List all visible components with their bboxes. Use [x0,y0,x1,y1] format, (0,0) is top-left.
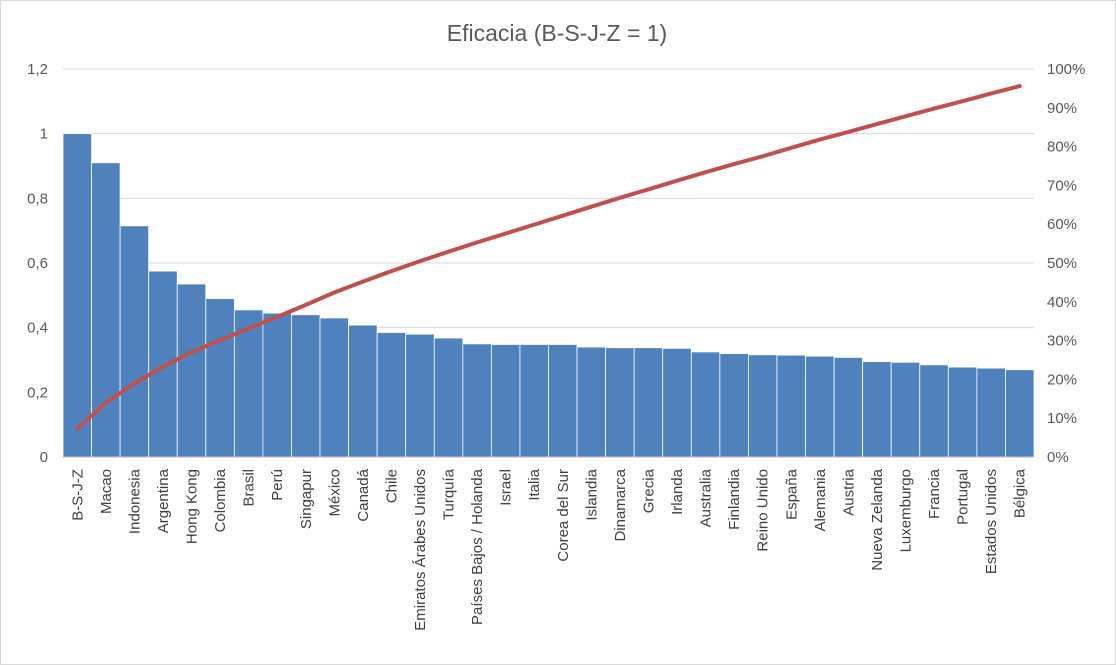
category-label: Macao [98,469,115,514]
right-tick-label: 0% [1047,449,1069,466]
bar-Chile [376,332,407,458]
category-label: Israel [498,469,515,506]
bar-Reino Unido [748,354,778,458]
bar-Italia [519,344,549,458]
bar-Corea del Sur [548,344,578,458]
category-label: Italia [526,468,543,500]
left-axis-ticks: 0 0,2 0,4 0,6 0,8 1 1,2 [27,61,48,466]
bar-Nueva Zelanda [862,361,892,458]
category-label: Emiratos Árabes Unidos [412,469,429,631]
right-tick-label: 80% [1047,139,1077,156]
bar-series [62,133,1035,458]
bar-Indonesia [119,225,150,458]
category-label: Islandia [583,468,600,520]
category-label: Bélgica [1012,468,1029,518]
bar-Países Bajos / Holanda [462,343,492,458]
left-tick-label: 0,8 [27,190,48,207]
category-label: Singapur [298,469,315,529]
bar-Dinamarca [605,347,635,458]
category-label: Estados Unidos [983,469,1000,574]
right-tick-label: 40% [1047,294,1077,311]
right-tick-label: 30% [1047,333,1077,350]
category-label: Canadá [355,468,372,521]
category-axis-labels: B-S-J-Z Macao Indonesia Argentina Hong Kong C… [69,468,1028,630]
category-label: Chile [383,469,400,503]
category-label: Dinamarca [612,468,629,541]
right-tick-label: 60% [1047,216,1077,233]
bar-Emiratos Árabes Unidos [405,333,435,458]
category-label: Brasil [241,469,258,507]
left-tick-label: 1 [40,126,48,143]
category-label: Argentina [155,468,172,533]
bar-Islandia [576,346,607,458]
bar-Israel [490,344,521,458]
bar-Irlanda [662,347,692,458]
cumulative-line [75,84,1022,431]
right-axis-ticks: 0% 10% 20% 30% 40% 50% 60% 70% 80% 90% 100% [1047,61,1085,466]
category-label: Grecia [641,468,658,513]
bar-Australia [690,351,721,458]
bar-B-S-J-Z [62,133,92,458]
bar-Canadá [348,324,378,458]
left-tick-label: 0,4 [27,320,48,337]
category-label: B-S-J-Z [69,469,86,521]
right-tick-label: 20% [1047,371,1077,388]
right-tick-label: 50% [1047,255,1077,272]
category-label: Corea del Sur [555,469,572,562]
category-label: Luxemburgo [898,469,915,552]
category-label: Reino Unido [755,469,772,552]
category-label: España [783,468,800,520]
category-label: Perú [269,469,286,501]
category-label: Irlanda [669,468,686,515]
category-label: Alemania [812,468,829,531]
category-label: Austria [840,468,857,515]
right-tick-label: 70% [1047,177,1077,194]
category-label: Indonesia [126,468,143,534]
category-label: Portugal [955,469,972,525]
category-label: Nueva Zelanda [869,468,886,570]
bar-Singapur [291,314,321,458]
bar-Estados Unidos [976,367,1006,458]
bar-Finlandia [719,353,749,458]
left-tick-label: 0,2 [27,384,48,401]
bar-Argentina [148,270,178,458]
right-tick-label: 100% [1047,61,1085,78]
bar-Hong Kong [176,283,207,458]
bar-España [776,354,806,458]
category-label: Australia [698,468,715,527]
left-tick-label: 0,6 [27,255,48,272]
category-label: Francia [926,468,943,519]
bar-Portugal [947,366,978,458]
left-tick-label: 0 [40,449,48,466]
bar-Perú [262,312,292,458]
bar-Grecia [633,347,664,458]
chart-title: Eficacia (B-S-J-Z = 1) [447,20,667,46]
category-label: Turquía [441,468,458,520]
bar-México [319,317,349,458]
category-label: Hong Kong [184,469,201,544]
category-label: México [326,469,343,517]
bar-Francia [919,364,949,458]
bar-Austria [833,357,864,458]
category-label: Colombia [212,468,229,532]
left-tick-label: 1,2 [27,61,48,78]
bar-Luxemburgo [890,361,921,458]
cumulative-line-series [75,84,1022,431]
category-label: Países Bajos / Holanda [469,468,486,625]
bar-Bélgica [1005,369,1035,458]
right-tick-label: 10% [1047,410,1077,427]
bar-Alemania [805,355,835,458]
category-label: Finlandia [726,468,743,530]
right-tick-label: 90% [1047,100,1077,117]
bar-Turquía [433,337,464,458]
bar-Colombia [205,298,235,458]
